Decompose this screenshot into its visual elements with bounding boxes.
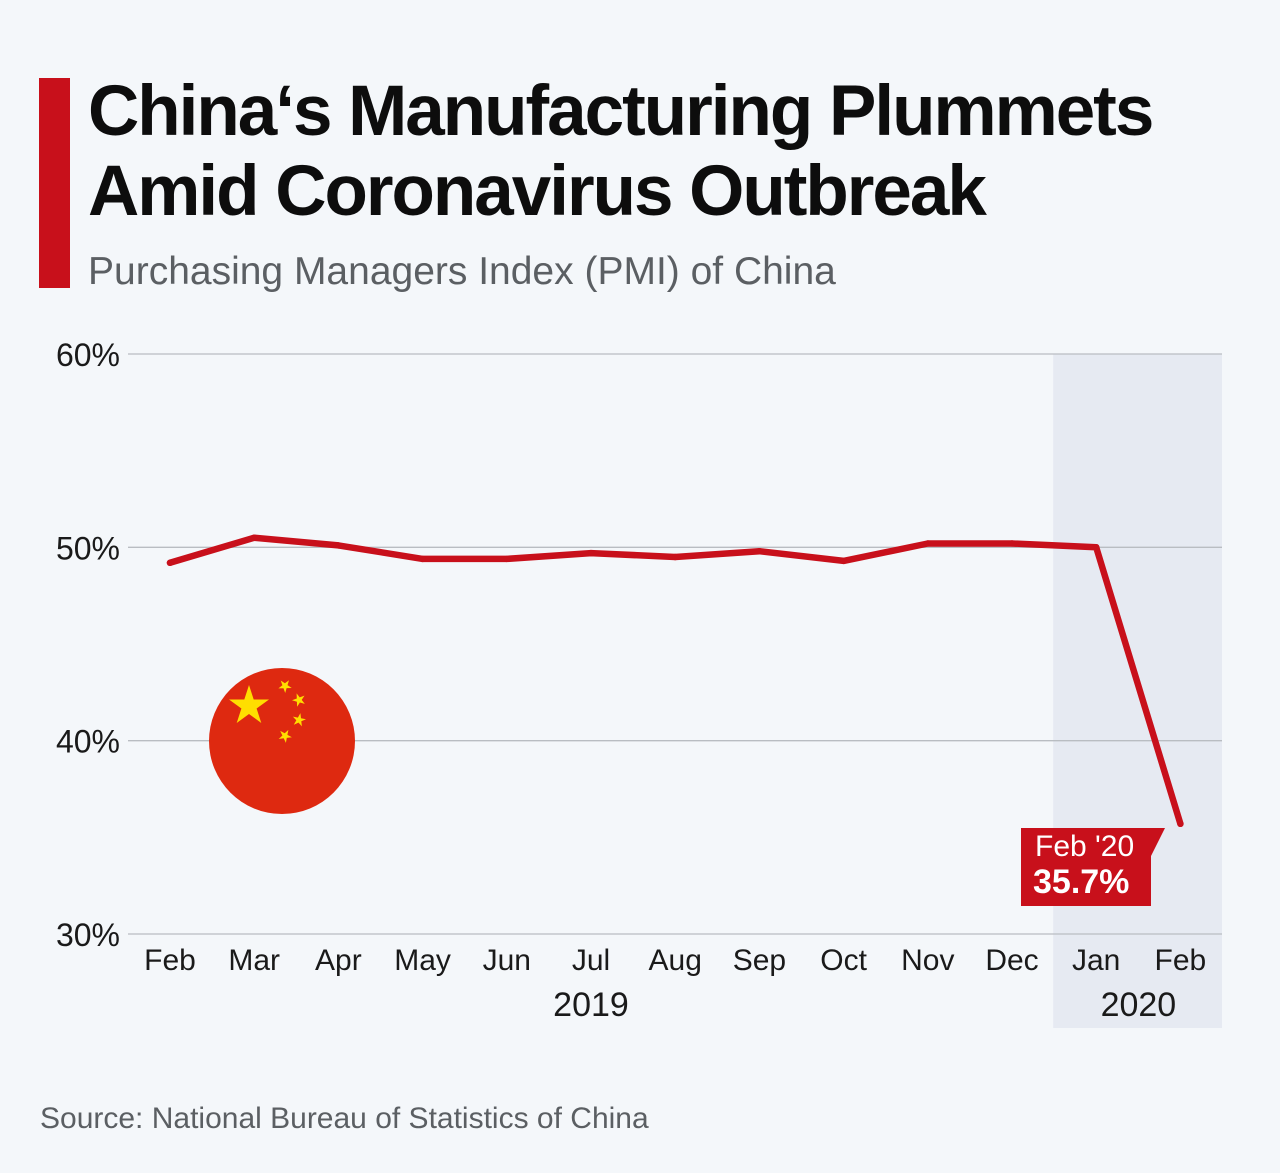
- title-line-1: China‘s Manufacturing Plummets: [88, 72, 1154, 151]
- china-flag-icon: [209, 668, 355, 814]
- x-tick-label-6: Aug: [649, 944, 702, 977]
- pmi-point-6: [672, 553, 679, 561]
- pmi-point-5: [587, 549, 595, 557]
- pmi-point-8: [840, 557, 847, 565]
- callout-value: 35.7%: [1033, 863, 1130, 901]
- pmi-point-4: [503, 555, 510, 563]
- chart-subtitle: Purchasing Managers Index (PMI) of China: [88, 250, 836, 293]
- chart-title: China‘s Manufacturing Plummets Amid Coro…: [88, 72, 1268, 232]
- x-tick-label-1: Mar: [228, 944, 280, 977]
- flag-small-star-1: [292, 693, 305, 707]
- pmi-point-7: [756, 548, 763, 555]
- x-tick-label-9: Nov: [901, 944, 954, 977]
- flag-small-star-3: [278, 729, 292, 743]
- x-tick-label-2: Apr: [315, 944, 362, 977]
- y-tick-label-60: 60%: [56, 337, 120, 373]
- flag-big-star: [229, 685, 269, 723]
- flag-small-star-0: [278, 680, 292, 693]
- pmi-point-11: [1093, 544, 1100, 551]
- feb-2020-callout: Feb '20 35.7%: [1021, 828, 1165, 906]
- y-tick-label-30: 30%: [56, 917, 120, 953]
- source-note: Source: National Bureau of Statistics of…: [40, 1102, 649, 1135]
- x-tick-label-5: Jul: [572, 944, 610, 977]
- title-line-2: Amid Coronavirus Outbreak: [88, 152, 987, 231]
- callout-label: Feb '20: [1035, 830, 1135, 863]
- x-tick-label-11: Jan: [1072, 944, 1120, 977]
- x-tick-label-10: Dec: [985, 944, 1038, 977]
- pmi-point-10: [1008, 540, 1016, 547]
- x-tick-label-4: Jun: [483, 944, 531, 977]
- y-tick-label-40: 40%: [56, 724, 120, 760]
- x-tick-label-7: Sep: [733, 944, 786, 977]
- x-tick-label-12: Feb: [1155, 944, 1207, 977]
- x-tick-label-0: Feb: [144, 944, 196, 977]
- pmi-point-12: [1177, 820, 1184, 827]
- pmi-point-0: [166, 559, 174, 566]
- year-label-2019: 2019: [553, 986, 629, 1024]
- year-label-2020: 2020: [1101, 986, 1177, 1024]
- x-tick-label-3: May: [394, 944, 451, 977]
- pmi-point-9: [924, 540, 931, 547]
- y-tick-label-50: 50%: [56, 530, 120, 566]
- title-accent-bar: [39, 78, 70, 288]
- flag-circle: [209, 668, 355, 814]
- pmi-point-2: [335, 542, 342, 549]
- flag-small-star-2: [292, 713, 306, 727]
- callout-notch: [1151, 828, 1165, 856]
- pmi-point-1: [251, 534, 258, 541]
- x-tick-label-8: Oct: [820, 944, 867, 977]
- pmi-point-3: [419, 555, 426, 563]
